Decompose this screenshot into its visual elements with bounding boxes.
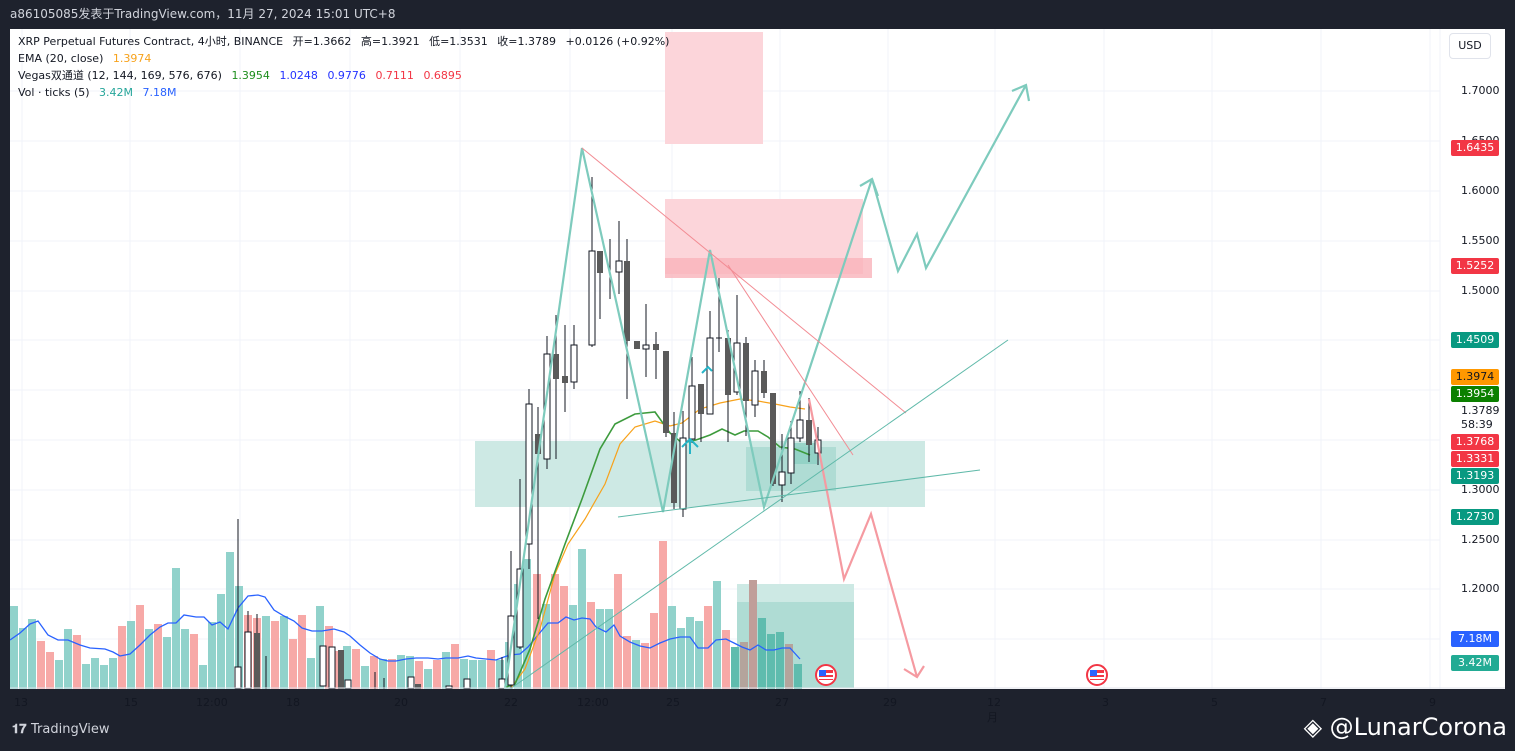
symbol-title: XRP Perpetual Futures Contract, 4小时, BIN…: [18, 35, 284, 48]
supply-zone-top[interactable]: [665, 32, 763, 144]
vol-label: Vol · ticks (5): [18, 86, 90, 99]
demand-zone-core[interactable]: [791, 443, 817, 464]
price-tick: 1.2500: [1461, 533, 1500, 546]
up-arrow-marker-small: [701, 365, 713, 374]
time-tick: 27: [775, 696, 789, 709]
price-tag-1.6435: 1.6435: [1451, 140, 1499, 156]
price-tag-1.5252: 1.5252: [1451, 258, 1499, 274]
price-tag-1.3331: 1.3331: [1451, 451, 1499, 467]
price-tick: 1.5500: [1461, 234, 1500, 247]
price-tick: 1.6000: [1461, 184, 1500, 197]
volume-ma-tag: 7.18M: [1451, 631, 1499, 647]
vegas-value-1: 1.3954: [231, 69, 270, 82]
binance-icon: ◈: [1303, 713, 1323, 741]
author-watermark: ◈ @LunarCorona: [1304, 713, 1507, 741]
current-price: 1.3789: [1461, 404, 1500, 417]
price-tick: 1.5000: [1461, 284, 1500, 297]
supply-zone-band[interactable]: [665, 258, 872, 278]
ema-label: EMA (20, close): [18, 52, 104, 65]
us-event-flag-icon-2[interactable]: [1086, 664, 1108, 686]
bearish-arrowhead: [903, 665, 925, 679]
tv-brand-text: TradingView: [31, 722, 110, 737]
support-trendline[interactable]: [617, 469, 981, 518]
time-tick: 22: [504, 696, 518, 709]
time-tick: 25: [666, 696, 680, 709]
time-tick: 9: [1429, 696, 1436, 709]
price-tick: 1.2000: [1461, 582, 1500, 595]
time-tick: 7: [1320, 696, 1327, 709]
author-handle: @LunarCorona: [1329, 713, 1507, 741]
low-value: 低=1.3531: [429, 35, 488, 48]
vegas-value-4: 0.7111: [375, 69, 414, 82]
volume-tag: 3.42M: [1451, 655, 1499, 671]
candlesticks[interactable]: [234, 177, 822, 689]
time-tick: 18: [286, 696, 300, 709]
volume-ma-line: [10, 594, 801, 662]
chart-panel[interactable]: XRP Perpetual Futures Contract, 4小时, BIN…: [10, 29, 1505, 689]
vol-value-1: 3.42M: [99, 86, 134, 99]
bullish-arrowhead: [859, 177, 880, 197]
vegas-row[interactable]: Vegas双通道 (12, 144, 169, 576, 676) 1.3954…: [18, 67, 669, 84]
publish-info-bar: a86105085发表于TradingView.com，11月 27, 2024…: [10, 7, 396, 21]
time-tick: 12:00: [196, 696, 228, 709]
price-tag-1.3768: 1.3768: [1451, 434, 1499, 450]
time-tick: 12:00: [577, 696, 609, 709]
price-tag-1.4509: 1.4509: [1451, 332, 1499, 348]
ema-price-tag: 1.3974: [1451, 369, 1499, 385]
time-tick: 15: [124, 696, 138, 709]
chart-legend: XRP Perpetual Futures Contract, 4小时, BIN…: [18, 33, 669, 101]
bullish-projection[interactable]: [870, 84, 1027, 274]
time-tick: 29: [883, 696, 897, 709]
vegas-price-tag: 1.3954: [1451, 386, 1499, 402]
currency-button[interactable]: USD: [1449, 33, 1491, 59]
time-tick: 5: [1211, 696, 1218, 709]
vegas-value-5: 0.6895: [423, 69, 462, 82]
high-value: 高=1.3921: [360, 35, 420, 48]
bullish-arrowhead-2: [1011, 83, 1031, 102]
volume-bars: [10, 541, 802, 689]
price-tag-1.2730: 1.2730: [1451, 509, 1499, 525]
ema-value: 1.3974: [112, 52, 152, 65]
resistance-trendline[interactable]: [581, 147, 907, 414]
rising-trendline[interactable]: [509, 339, 1009, 689]
tradingview-logo: 𝟏𝟕 TradingView: [12, 722, 110, 737]
vegas-label: Vegas双通道 (12, 144, 169, 576, 676): [18, 69, 222, 82]
vol-value-2: 7.18M: [142, 86, 177, 99]
price-tick: 1.7000: [1461, 84, 1500, 97]
chart-canvas[interactable]: [10, 29, 1505, 689]
time-tick: 3: [1102, 696, 1109, 709]
price-tag-1.3193: 1.3193: [1451, 468, 1499, 484]
vegas-value-3: 0.9776: [327, 69, 366, 82]
bar-countdown: 58:39: [1461, 418, 1493, 431]
resistance-trendline-2[interactable]: [727, 264, 854, 456]
zigzag-pattern[interactable]: [503, 147, 874, 689]
time-tick: 20: [394, 696, 408, 709]
close-value: 收=1.3789: [497, 35, 557, 48]
demand-zone[interactable]: [475, 441, 925, 507]
price-tick: 1.3000: [1461, 483, 1500, 496]
change-value: +0.0126 (+0.92%): [565, 35, 670, 48]
ema-row[interactable]: EMA (20, close) 1.3974: [18, 50, 669, 67]
bearish-projection[interactable]: [807, 398, 919, 678]
vegas-value-2: 1.0248: [279, 69, 318, 82]
symbol-row[interactable]: XRP Perpetual Futures Contract, 4小时, BIN…: [18, 33, 669, 50]
time-tick: 13: [14, 696, 28, 709]
us-event-flag-icon[interactable]: [815, 664, 837, 686]
tv-logo-icon: 𝟏𝟕: [12, 722, 27, 737]
vol-row[interactable]: Vol · ticks (5) 3.42M 7.18M: [18, 84, 669, 101]
open-value: 开=1.3662: [292, 35, 352, 48]
time-tick: 12月: [987, 696, 1001, 724]
